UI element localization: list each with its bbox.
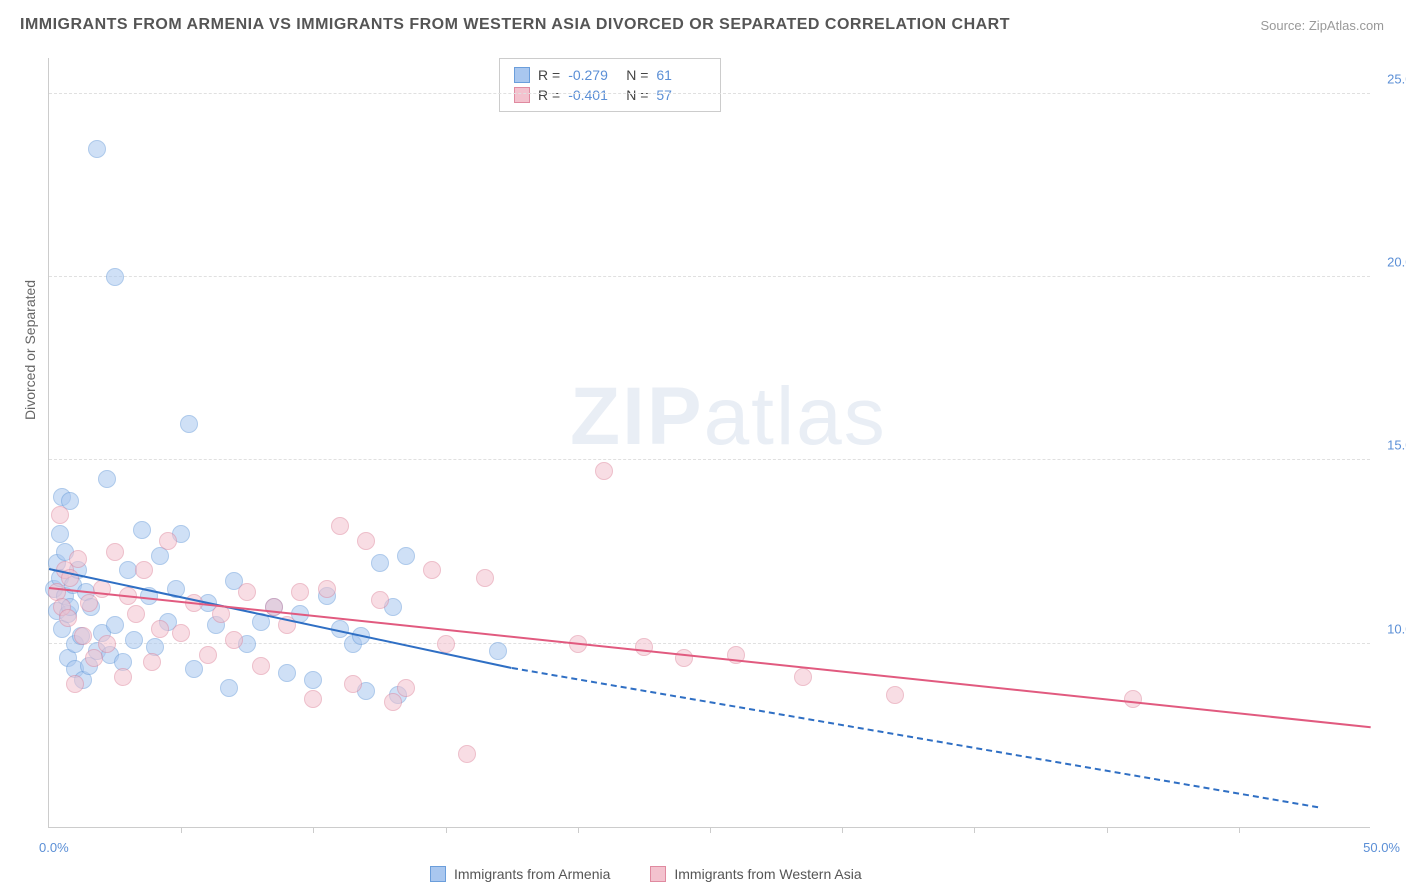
data-point	[135, 561, 153, 579]
data-point	[98, 635, 116, 653]
data-point	[886, 686, 904, 704]
xtick-mark	[842, 827, 843, 833]
n-value-series2: 57	[656, 87, 706, 103]
stats-row-series1: R = -0.279 N = 61	[514, 65, 706, 85]
xtick-mark	[710, 827, 711, 833]
swatch-series1	[514, 67, 530, 83]
data-point	[133, 521, 151, 539]
r-value-series1: -0.279	[568, 67, 618, 83]
source-label: Source: ZipAtlas.com	[1260, 18, 1384, 33]
data-point	[238, 583, 256, 601]
xtick-mark	[974, 827, 975, 833]
ytick-label: 20.0%	[1387, 255, 1406, 270]
swatch-series2	[514, 87, 530, 103]
data-point	[437, 635, 455, 653]
xtick-mark	[181, 827, 182, 833]
data-point	[106, 543, 124, 561]
chart-title: IMMIGRANTS FROM ARMENIA VS IMMIGRANTS FR…	[20, 16, 1010, 34]
data-point	[318, 580, 336, 598]
legend-item-series1: Immigrants from Armenia	[430, 866, 610, 882]
ytick-label: 15.0%	[1387, 438, 1406, 453]
swatch-series1-bottom	[430, 866, 446, 882]
gridline	[49, 276, 1370, 277]
legend-label-series1: Immigrants from Armenia	[454, 866, 610, 882]
trend-line	[49, 587, 1371, 728]
data-point	[423, 561, 441, 579]
data-point	[371, 591, 389, 609]
data-point	[675, 649, 693, 667]
stats-legend-box: R = -0.279 N = 61 R = -0.401 N = 57	[499, 58, 721, 112]
data-point	[127, 605, 145, 623]
data-point	[225, 631, 243, 649]
n-label: N =	[626, 87, 648, 103]
trend-line-dashed	[512, 667, 1319, 808]
data-point	[106, 616, 124, 634]
xtick-mark	[1107, 827, 1108, 833]
data-point	[74, 627, 92, 645]
data-point	[66, 675, 84, 693]
data-point	[397, 547, 415, 565]
data-point	[185, 660, 203, 678]
xtick-mark	[1239, 827, 1240, 833]
data-point	[172, 624, 190, 642]
data-point	[199, 646, 217, 664]
ytick-label: 25.0%	[1387, 71, 1406, 86]
n-label: N =	[626, 67, 648, 83]
data-point	[220, 679, 238, 697]
data-point	[51, 506, 69, 524]
data-point	[88, 140, 106, 158]
data-point	[794, 668, 812, 686]
data-point	[252, 657, 270, 675]
bottom-legend: Immigrants from Armenia Immigrants from …	[430, 866, 862, 882]
xtick-label-right: 50.0%	[1363, 840, 1400, 855]
data-point	[635, 638, 653, 656]
data-point	[143, 653, 161, 671]
data-point	[304, 671, 322, 689]
legend-item-series2: Immigrants from Western Asia	[650, 866, 861, 882]
data-point	[69, 550, 87, 568]
r-label: R =	[538, 67, 560, 83]
scatter-chart: R = -0.279 N = 61 R = -0.401 N = 57 10.0…	[48, 58, 1370, 828]
ytick-label: 10.0%	[1387, 621, 1406, 636]
legend-label-series2: Immigrants from Western Asia	[674, 866, 861, 882]
data-point	[357, 532, 375, 550]
n-value-series1: 61	[656, 67, 706, 83]
data-point	[98, 470, 116, 488]
data-point	[106, 268, 124, 286]
data-point	[304, 690, 322, 708]
data-point	[51, 525, 69, 543]
data-point	[159, 532, 177, 550]
data-point	[291, 583, 309, 601]
data-point	[595, 462, 613, 480]
data-point	[384, 693, 402, 711]
data-point	[331, 517, 349, 535]
data-point	[476, 569, 494, 587]
data-point	[125, 631, 143, 649]
data-point	[151, 620, 169, 638]
xtick-mark	[446, 827, 447, 833]
data-point	[458, 745, 476, 763]
data-point	[180, 415, 198, 433]
data-point	[371, 554, 389, 572]
data-point	[489, 642, 507, 660]
gridline	[49, 93, 1370, 94]
data-point	[1124, 690, 1142, 708]
r-label: R =	[538, 87, 560, 103]
gridline	[49, 459, 1370, 460]
xtick-label-left: 0.0%	[39, 840, 69, 855]
data-point	[85, 649, 103, 667]
stats-row-series2: R = -0.401 N = 57	[514, 85, 706, 105]
y-axis-label: Divorced or Separated	[22, 280, 38, 420]
r-value-series2: -0.401	[568, 87, 618, 103]
swatch-series2-bottom	[650, 866, 666, 882]
data-point	[114, 668, 132, 686]
xtick-mark	[578, 827, 579, 833]
data-point	[59, 609, 77, 627]
data-point	[80, 594, 98, 612]
xtick-mark	[313, 827, 314, 833]
data-point	[397, 679, 415, 697]
data-point	[344, 675, 362, 693]
data-point	[278, 664, 296, 682]
